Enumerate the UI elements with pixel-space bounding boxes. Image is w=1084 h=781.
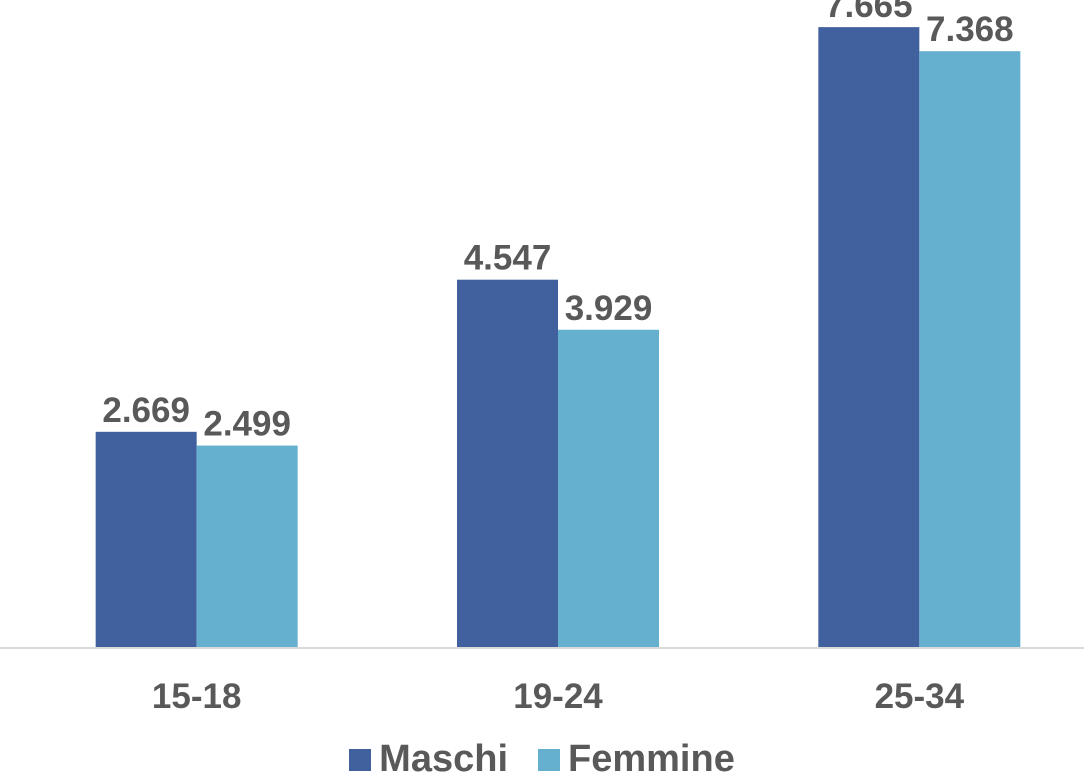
bar-maschi-25-34: [818, 27, 920, 648]
bar-maschi-15-18: [95, 431, 197, 648]
data-label-femmine-15-18: 2.499: [203, 405, 291, 444]
data-label-femmine-25-34: 7.368: [926, 10, 1014, 49]
legend-label-maschi: Maschi: [379, 738, 508, 780]
bar-femmine-19-24: [558, 329, 659, 648]
x-tick-label-19-24: 19-24: [513, 677, 603, 716]
bar-chart: 2.669 2.499 4.547 3.929 7.665 7.368 15-18 19-2…: [0, 0, 1084, 716]
data-label-maschi-25-34: 7.665: [825, 0, 913, 25]
legend-item-femmine: Femmine: [538, 738, 735, 781]
data-label-maschi-15-18: 2.669: [102, 391, 190, 430]
x-tick-labels: 15-18 19-24 25-34: [152, 677, 965, 716]
bars-layer: [95, 27, 1021, 648]
legend-label-femmine: Femmine: [568, 738, 735, 780]
bar-maschi-19-24: [457, 279, 558, 648]
data-label-femmine-19-24: 3.929: [565, 289, 653, 328]
legend-item-maschi: Maschi: [349, 738, 508, 781]
data-labels-layer: 2.669 2.499 4.547 3.929 7.665 7.368: [102, 0, 1013, 444]
data-label-maschi-19-24: 4.547: [464, 239, 552, 278]
legend: Maschi Femmine: [0, 738, 1084, 781]
x-tick-label-15-18: 15-18: [152, 677, 242, 716]
x-tick-label-25-34: 25-34: [875, 677, 965, 716]
legend-swatch-maschi: [349, 748, 372, 771]
bar-femmine-25-34: [919, 51, 1021, 648]
legend-swatch-femmine: [538, 748, 560, 771]
bar-femmine-15-18: [196, 445, 298, 648]
